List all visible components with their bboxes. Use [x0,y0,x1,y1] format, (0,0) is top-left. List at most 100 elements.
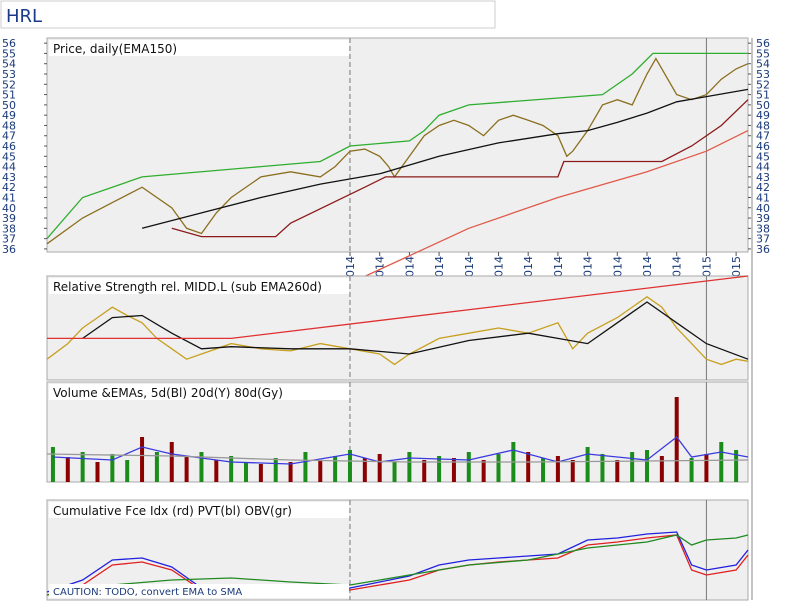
volume-bar [407,452,412,482]
y-tick-label: 43 [756,171,770,184]
y-tick-label: 41 [2,191,16,204]
series-line [46,453,749,463]
series-line [46,296,749,366]
y-tick-label: 52 [2,78,16,91]
y-tick-label: 38 [756,222,770,235]
header-box [0,0,496,29]
y-tick-label: 44 [756,161,770,174]
volume-bar [65,457,70,482]
series-line [47,275,749,340]
y-tick-label: 45 [2,150,16,163]
y-tick-label: 47 [2,130,16,143]
volume-bar [615,460,620,482]
series-line [171,99,749,238]
y-tick-label: 53 [2,68,16,81]
volume-bar [80,452,85,482]
y-tick-label: 38 [2,222,16,235]
volume-bar [422,460,427,482]
volume-bar [734,450,739,482]
volume-bar [184,457,189,482]
volume-bar [169,442,174,482]
y-tick-label: 39 [756,212,770,225]
volume-bar [154,452,159,482]
volume-bar [585,447,590,482]
volume-bar [110,454,115,482]
y-tick-label: 56 [2,37,16,50]
series-line [52,436,749,465]
y-tick-label: 56 [756,37,770,50]
panel-title-box [49,40,349,56]
y-tick-label: 51 [2,89,16,102]
volume-bar [229,456,234,482]
y-tick-label: 48 [756,119,770,132]
volume-bar [303,452,308,482]
y-tick-label: 54 [756,58,770,71]
volume-bar [555,456,560,482]
volume-bar [570,460,575,482]
y-tick-label: 43 [2,171,16,184]
volume-bar [140,437,145,482]
y-tick-label: 42 [2,181,16,194]
y-tick-label: 55 [2,47,16,60]
y-tick-label: 37 [756,233,770,246]
volume-bar [318,460,323,482]
y-tick-label: 53 [756,68,770,81]
volume-bar [719,442,724,482]
volume-bar [674,397,679,482]
y-tick-label: 44 [2,161,16,174]
series-line [46,52,748,240]
plot-area [46,37,749,253]
volume-bar [362,458,367,482]
y-tick-label: 50 [2,99,16,112]
panel-title-box [49,278,349,294]
volume-bar [125,460,130,482]
volume-bar [645,450,650,482]
volume-bar [288,462,293,482]
series-line [82,301,749,360]
y-tick-label: 49 [756,109,770,122]
y-tick-label: 55 [756,47,770,60]
series-line [46,534,749,596]
panel-title: Volume &EMAs, 5d(Bl) 20d(Y) 80d(Gy) [53,386,283,400]
volume-bar [199,452,204,482]
y-tick-label: 49 [2,109,16,122]
panel-title-box [49,384,349,400]
volume-bar [689,458,694,482]
volume-bar [437,456,442,482]
y-tick-label: 37 [2,233,16,246]
y-tick-label: 36 [2,243,16,256]
y-tick-label: 39 [2,212,16,225]
volume-bar [333,456,338,482]
y-tick-label: 46 [2,140,16,153]
y-tick-label: 51 [756,89,770,102]
annotation-box [49,584,349,598]
volume-bar [630,452,635,482]
series-line [141,88,749,229]
y-tick-label: 54 [2,58,16,71]
volume-bar [50,447,55,482]
volume-bar [541,458,546,482]
y-tick-label: 48 [2,119,16,132]
y-tick-label: 47 [756,130,770,143]
y-tick-label: 45 [756,150,770,163]
y-tick-label: 40 [2,202,16,215]
volume-bar [214,460,219,482]
volume-bar [377,454,382,482]
panel-title-box [49,502,349,518]
series-line [46,531,749,593]
y-tick-label: 40 [756,202,770,215]
volume-bar [273,458,278,482]
volume-bar [481,460,486,482]
volume-bar [526,452,531,482]
panel-title: Cumulative Fce Idx (rd) PVT(bl) OBV(gr) [53,504,292,518]
volume-bar [258,464,263,482]
volume-bar [496,454,501,482]
panel-title: Price, daily(EMA150) [53,42,177,56]
volume-bar [704,454,709,482]
y-tick-label: 41 [756,191,770,204]
y-tick-label: 36 [756,243,770,256]
y-tick-label: 46 [756,140,770,153]
panel-title: Relative Strength rel. MIDD.L (sub EMA26… [53,280,322,294]
volume-bar [95,462,100,482]
